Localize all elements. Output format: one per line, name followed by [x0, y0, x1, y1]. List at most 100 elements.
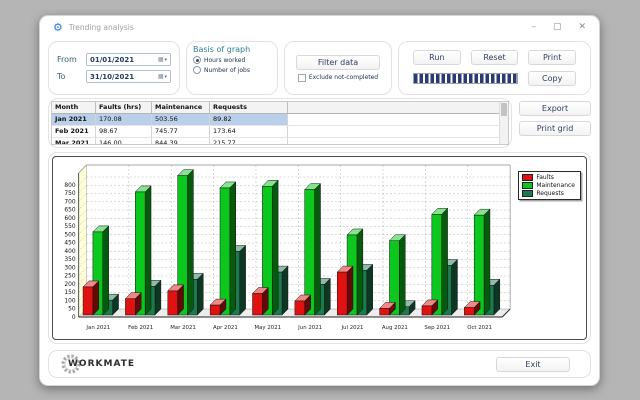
- radio-hours-worked[interactable]: Hours worked: [193, 56, 271, 64]
- from-date-field[interactable]: 01/01/2021 ▦ ▾: [86, 53, 171, 66]
- grid-cell[interactable]: Feb 2021: [52, 126, 96, 137]
- grid-scrollbar-thumb[interactable]: [501, 103, 507, 116]
- grid-cell[interactable]: 170.08: [96, 114, 152, 125]
- grid-cell[interactable]: 215.77: [210, 138, 288, 144]
- x-axis-label: Aug 2021: [382, 325, 408, 331]
- checkbox-icon: [297, 73, 306, 82]
- basis-of-graph-group: Basis of graph Hours worked Number of jo…: [186, 41, 278, 95]
- legend-item: Requests: [522, 190, 575, 197]
- legend-item: Maintenance: [522, 182, 575, 189]
- print-button[interactable]: Print: [528, 49, 576, 65]
- close-button[interactable]: ✕: [578, 22, 586, 32]
- svg-text:450: 450: [64, 240, 75, 247]
- grid-cell[interactable]: 503.56: [152, 114, 210, 125]
- header-filler: [288, 102, 508, 113]
- legend-label: Maintenance: [536, 182, 575, 189]
- grid-cell[interactable]: 745.77: [152, 126, 210, 137]
- x-axis-label: May 2021: [254, 325, 281, 331]
- gear-icon: ⚙: [53, 21, 63, 34]
- chevron-down-icon: ▾: [164, 73, 167, 80]
- bar-Faults-May 2021: [251, 286, 269, 316]
- svg-text:550: 550: [64, 223, 75, 230]
- bar-Faults-Mar 2021: [167, 284, 185, 316]
- column-header[interactable]: Requests: [210, 102, 288, 113]
- legend-swatch: [522, 190, 534, 197]
- workmate-logo: WORKMATE: [59, 352, 135, 376]
- svg-text:200: 200: [64, 281, 75, 288]
- legend-swatch: [522, 182, 534, 189]
- print-grid-button[interactable]: Print grid: [519, 121, 591, 136]
- bar-Faults-Jul 2021: [336, 265, 354, 316]
- x-axis-label: Jul 2021: [341, 325, 364, 331]
- run-button[interactable]: Run: [413, 49, 461, 65]
- grid-cell[interactable]: 98.67: [96, 126, 152, 137]
- export-button[interactable]: Export: [519, 101, 591, 116]
- legend-item: Faults: [522, 174, 575, 181]
- svg-text:800: 800: [64, 182, 75, 189]
- date-range-group: From 01/01/2021 ▦ ▾ To 31/10/2021 ▦ ▾: [48, 41, 180, 95]
- bar-Maintenance-Oct 2021: [473, 208, 491, 316]
- exit-button[interactable]: Exit: [496, 356, 570, 372]
- maximize-button[interactable]: ▢: [552, 22, 562, 32]
- chart-canvas: 0 50 100 150 200 250 300 350 400 450 500 550 600 650 7…: [52, 156, 587, 340]
- x-axis-label: Oct 2021: [467, 325, 492, 331]
- chart-legend: Faults Maintenance Requests: [518, 171, 581, 200]
- grid-row[interactable]: Mar 2021 146.00 844.39 215.77: [52, 138, 508, 144]
- column-header[interactable]: Faults (hrs): [96, 102, 152, 113]
- bar-Maintenance-Aug 2021: [388, 234, 406, 316]
- x-axis-label: Apr 2021: [213, 325, 238, 331]
- actions-group: Run Reset Print Copy: [398, 41, 591, 95]
- grid-cell[interactable]: 844.39: [152, 138, 210, 144]
- svg-text:0: 0: [72, 314, 76, 321]
- filter-data-button[interactable]: Filter data: [296, 54, 380, 70]
- grid-scrollbar[interactable]: [499, 102, 508, 144]
- grid-row[interactable]: Feb 2021 98.67 745.77 173.64: [52, 126, 508, 138]
- footer-bar: WORKMATE Exit: [48, 350, 591, 378]
- chart-group: 0 50 100 150 200 250 300 350 400 450 500 550 600 650 7…: [48, 152, 591, 344]
- svg-text:150: 150: [64, 289, 75, 296]
- grid-cell[interactable]: 173.64: [210, 126, 288, 137]
- calendar-icon: ▦: [157, 73, 164, 80]
- svg-text:750: 750: [64, 190, 75, 197]
- svg-text:400: 400: [64, 248, 75, 255]
- x-axis-label: Jun 2021: [297, 325, 322, 331]
- radio-number-of-jobs[interactable]: Number of jobs: [193, 66, 271, 74]
- to-date-field[interactable]: 31/10/2021 ▦ ▾: [86, 70, 171, 83]
- svg-text:500: 500: [64, 231, 75, 238]
- column-header[interactable]: Month: [52, 102, 96, 113]
- grid-cell[interactable]: 89.82: [210, 114, 288, 125]
- radio-icon: [193, 66, 201, 74]
- copy-button[interactable]: Copy: [528, 71, 576, 87]
- window-title: Trending analysis: [68, 23, 134, 32]
- bar-Maintenance-Sep 2021: [431, 207, 449, 316]
- bar-Faults-Apr 2021: [209, 298, 227, 316]
- grid-cell[interactable]: Mar 2021: [52, 138, 96, 144]
- exclude-not-completed-checkbox[interactable]: Exclude not-completed: [297, 73, 378, 82]
- svg-text:700: 700: [64, 198, 75, 205]
- legend-label: Faults: [536, 174, 554, 181]
- x-axis-label: Mar 2021: [170, 325, 196, 331]
- column-header[interactable]: Maintenance: [152, 102, 210, 113]
- bar-Maintenance-Feb 2021: [134, 185, 152, 316]
- bar-Maintenance-Mar 2021: [177, 169, 194, 316]
- table-body: Jan 2021 170.08 503.56 89.82 Feb 2021 98.67 74…: [52, 114, 508, 144]
- trending-analysis-window: ⚙ Trending analysis – ▢ ✕ From 01/01/202…: [39, 15, 600, 386]
- calendar-icon: ▦: [157, 56, 164, 63]
- grid-cell[interactable]: Jan 2021: [52, 114, 96, 125]
- legend-swatch: [522, 174, 534, 181]
- chevron-down-icon: ▾: [164, 56, 167, 63]
- svg-text:300: 300: [64, 264, 75, 271]
- svg-text:600: 600: [64, 215, 75, 222]
- x-axis-label: Feb 2021: [128, 325, 153, 331]
- grid-row[interactable]: Jan 2021 170.08 503.56 89.82: [52, 114, 508, 126]
- svg-text:250: 250: [64, 273, 75, 280]
- grid-section: Month Faults (hrs) Maintenance Requests Jan…: [40, 98, 599, 148]
- minimize-button[interactable]: –: [531, 22, 536, 32]
- progress-bar: [413, 73, 519, 85]
- x-axis-label: Sep 2021: [424, 325, 450, 331]
- reset-button[interactable]: Reset: [470, 49, 519, 65]
- row-filler: [288, 138, 508, 144]
- logo-text: WORKMATE: [68, 359, 135, 369]
- grid-cell[interactable]: 146.00: [96, 138, 152, 144]
